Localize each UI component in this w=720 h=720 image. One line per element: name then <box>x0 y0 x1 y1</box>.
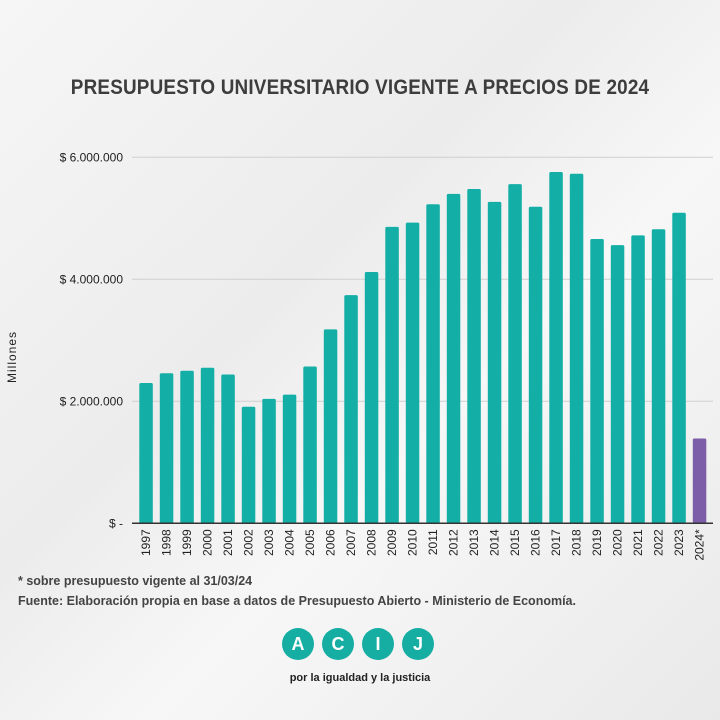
bar <box>590 239 604 524</box>
bar <box>241 406 256 524</box>
bar <box>487 201 502 524</box>
y-tick-label: $ - <box>109 516 123 530</box>
x-tick-label: 2013 <box>467 529 481 556</box>
bar <box>385 226 399 524</box>
x-tick-label: 2017 <box>549 529 563 556</box>
x-tick-label: 2011 <box>426 529 440 555</box>
bar <box>610 245 625 524</box>
x-tick-label: 2006 <box>324 529 338 556</box>
x-tick-label: 2005 <box>303 529 317 556</box>
acij-logo: A C I J <box>282 628 434 660</box>
x-tick-label: 2019 <box>590 529 604 556</box>
bar <box>323 329 338 524</box>
x-tick-label: 2012 <box>447 529 461 556</box>
x-tick-label: 2021 <box>631 529 645 556</box>
bar <box>139 383 153 524</box>
bar <box>651 229 666 524</box>
bar <box>344 295 358 524</box>
logo-tagline: por la igualdad y la justicia <box>289 672 431 684</box>
bar <box>426 204 440 524</box>
x-tick-label: 2008 <box>365 529 379 556</box>
x-tick-label: 2020 <box>611 529 625 556</box>
bar <box>672 212 686 524</box>
bar <box>692 438 707 524</box>
logo-letter: A <box>282 628 314 660</box>
chart-title: PRESUPUESTO UNIVERSITARIO VIGENTE A PREC… <box>70 76 650 99</box>
bar <box>303 366 317 524</box>
y-tick-label: $ 4.000.000 <box>60 272 124 286</box>
x-tick-label: 2003 <box>262 529 276 556</box>
source-note: Fuente: Elaboración propia en base a dat… <box>18 594 576 608</box>
y-tick-label: $ 6.000.000 <box>60 150 124 164</box>
x-tick-label: 1998 <box>160 529 174 556</box>
logo-letter: C <box>322 628 354 660</box>
bar <box>200 367 215 524</box>
x-tick-label: 2001 <box>221 529 235 556</box>
x-tick-label: 2004 <box>283 529 297 556</box>
bar <box>508 184 522 524</box>
x-tick-label: 2000 <box>201 529 215 556</box>
bar <box>159 373 174 524</box>
x-tick-label: 2024* <box>693 529 707 561</box>
bar <box>446 193 461 524</box>
bar-chart: $ - $ 2.000.000 $ 4.000.000 $ 6.000.000 1997… <box>60 150 713 561</box>
bar <box>467 189 481 524</box>
y-tick-label: $ 2.000.000 <box>60 394 124 408</box>
bar <box>180 370 194 524</box>
footnote: * sobre presupuesto vigente al 31/03/24 <box>18 574 253 588</box>
bar <box>405 222 420 524</box>
x-tick-label: 2010 <box>406 529 420 556</box>
logo-letter: J <box>402 628 434 660</box>
bar <box>528 206 543 524</box>
bar <box>282 394 297 524</box>
bar <box>262 398 276 524</box>
bar <box>631 235 645 524</box>
x-tick-label: 1997 <box>139 529 153 556</box>
x-tick-label: 2009 <box>385 529 399 556</box>
bar <box>221 374 235 524</box>
x-tick-label: 2022 <box>652 529 666 556</box>
bar <box>569 173 584 524</box>
x-tick-label: 1999 <box>180 529 194 556</box>
bar <box>549 171 563 524</box>
x-tick-label: 2007 <box>344 529 358 556</box>
x-tick-label: 2018 <box>570 529 584 556</box>
x-tick-label: 2014 <box>488 529 502 556</box>
bar <box>364 271 379 524</box>
x-tick-label: 2002 <box>242 529 256 556</box>
x-tick-label: 2016 <box>529 529 543 556</box>
x-tick-label: 2015 <box>508 529 522 556</box>
logo-letter: I <box>362 628 394 660</box>
x-tick-label: 2023 <box>672 529 686 556</box>
